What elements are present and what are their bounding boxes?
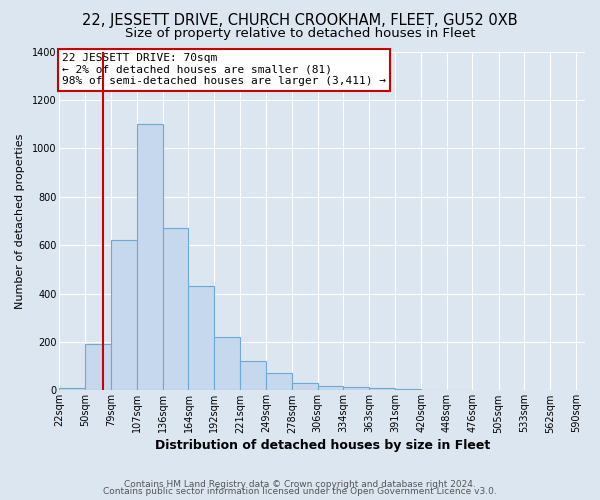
Text: Size of property relative to detached houses in Fleet: Size of property relative to detached ho… <box>125 28 475 40</box>
Bar <box>188 286 214 391</box>
Bar <box>214 337 241 390</box>
Bar <box>266 374 292 390</box>
Text: Contains public sector information licensed under the Open Government Licence v3: Contains public sector information licen… <box>103 488 497 496</box>
Text: 22 JESSETT DRIVE: 70sqm
← 2% of detached houses are smaller (81)
98% of semi-det: 22 JESSETT DRIVE: 70sqm ← 2% of detached… <box>62 53 386 86</box>
Bar <box>163 228 188 390</box>
Bar <box>111 240 137 390</box>
X-axis label: Distribution of detached houses by size in Fleet: Distribution of detached houses by size … <box>155 440 490 452</box>
Text: 22, JESSETT DRIVE, CHURCH CROOKHAM, FLEET, GU52 0XB: 22, JESSETT DRIVE, CHURCH CROOKHAM, FLEE… <box>82 12 518 28</box>
Text: Contains HM Land Registry data © Crown copyright and database right 2024.: Contains HM Land Registry data © Crown c… <box>124 480 476 489</box>
Bar <box>370 388 395 390</box>
Bar <box>241 362 266 390</box>
Bar <box>292 383 317 390</box>
Bar <box>395 389 421 390</box>
Bar <box>343 387 370 390</box>
Bar <box>317 386 343 390</box>
Bar <box>59 388 85 390</box>
Bar <box>137 124 163 390</box>
Y-axis label: Number of detached properties: Number of detached properties <box>15 134 25 308</box>
Bar <box>85 344 111 391</box>
